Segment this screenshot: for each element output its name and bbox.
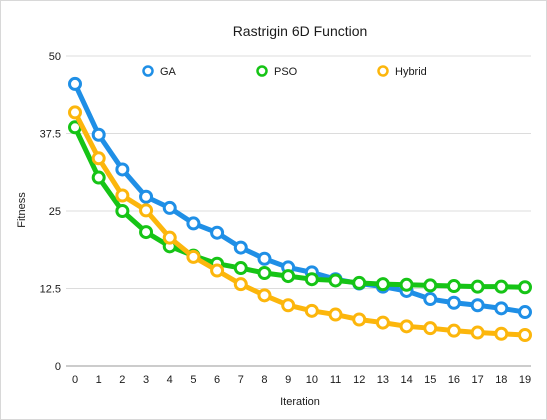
legend-item-pso: PSO (258, 66, 298, 78)
data-point (354, 314, 365, 325)
x-axis-ticks: 0 1 2 3 4 5 6 7 8 9 10 11 12 13 14 15 16 17 18 19 (72, 374, 531, 386)
data-point (259, 253, 270, 264)
x-tick-label: 2 (119, 374, 125, 386)
x-tick-label: 1 (96, 374, 102, 386)
data-point (70, 107, 81, 118)
data-point (330, 309, 341, 320)
data-point (212, 265, 223, 276)
data-point (283, 300, 294, 311)
data-point (93, 172, 104, 183)
data-point (235, 263, 246, 274)
x-tick-label: 5 (190, 374, 196, 386)
data-point (70, 78, 81, 89)
data-point (164, 202, 175, 213)
data-point (93, 129, 104, 140)
data-point (496, 328, 507, 339)
data-point (472, 281, 483, 292)
x-tick-label: 9 (285, 374, 291, 386)
data-point (401, 321, 412, 332)
series-group (70, 78, 531, 340)
data-point (283, 271, 294, 282)
data-point (93, 153, 104, 164)
legend-marker (258, 67, 267, 76)
x-tick-label: 6 (214, 374, 220, 386)
y-tick-label: 50 (49, 51, 61, 63)
y-tick-label: 12.5 (40, 284, 61, 296)
x-tick-label: 7 (238, 374, 244, 386)
legend-label: PSO (274, 66, 298, 78)
data-point (448, 281, 459, 292)
data-point (520, 282, 531, 293)
data-point (401, 279, 412, 290)
y-tick-label: 37.5 (40, 129, 61, 141)
data-point (448, 325, 459, 336)
data-point (448, 297, 459, 308)
y-axis-label: Fitness (16, 192, 28, 228)
data-point (425, 294, 436, 305)
x-tick-label: 14 (400, 374, 412, 386)
legend-label: GA (160, 66, 177, 78)
x-tick-label: 4 (167, 374, 173, 386)
data-point (141, 191, 152, 202)
x-tick-label: 19 (519, 374, 531, 386)
data-point (425, 323, 436, 334)
data-point (212, 227, 223, 238)
y-tick-label: 0 (55, 361, 61, 373)
data-point (425, 280, 436, 291)
y-axis-ticks: 0 12.5 25 37.5 50 (40, 51, 61, 373)
x-tick-label: 18 (495, 374, 507, 386)
data-point (141, 205, 152, 216)
x-axis-label: Iteration (280, 396, 320, 408)
data-point (259, 268, 270, 279)
data-point (377, 317, 388, 328)
data-point (520, 330, 531, 341)
x-tick-label: 17 (472, 374, 484, 386)
x-tick-label: 10 (306, 374, 318, 386)
data-point (496, 303, 507, 314)
x-tick-label: 3 (143, 374, 149, 386)
data-point (520, 307, 531, 318)
data-point (117, 190, 128, 201)
x-tick-label: 15 (424, 374, 436, 386)
y-tick-label: 25 (49, 206, 61, 218)
x-tick-label: 12 (353, 374, 365, 386)
legend: GA PSO Hybrid (144, 66, 427, 78)
series-ga (70, 78, 531, 317)
data-point (472, 327, 483, 338)
x-tick-label: 11 (330, 374, 341, 386)
data-point (377, 279, 388, 290)
legend-item-ga: GA (144, 66, 177, 78)
data-point (188, 218, 199, 229)
x-tick-label: 8 (261, 374, 267, 386)
data-point (235, 242, 246, 253)
data-point (306, 305, 317, 316)
x-tick-label: 16 (448, 374, 460, 386)
legend-marker (379, 67, 388, 76)
data-point (354, 277, 365, 288)
legend-marker (144, 67, 153, 76)
data-point (141, 227, 152, 238)
data-point (330, 275, 341, 286)
data-point (117, 164, 128, 175)
x-tick-label: 0 (72, 374, 78, 386)
data-point (306, 274, 317, 285)
data-point (235, 279, 246, 290)
gridlines (66, 56, 531, 366)
x-tick-label: 13 (377, 374, 389, 386)
data-point (259, 290, 270, 301)
data-point (164, 232, 175, 243)
legend-label: Hybrid (395, 66, 427, 78)
legend-item-hybrid: Hybrid (379, 66, 427, 78)
chart-title: Rastrigin 6D Function (233, 23, 368, 39)
data-point (188, 251, 199, 262)
data-point (472, 300, 483, 311)
data-point (496, 281, 507, 292)
data-point (117, 206, 128, 217)
